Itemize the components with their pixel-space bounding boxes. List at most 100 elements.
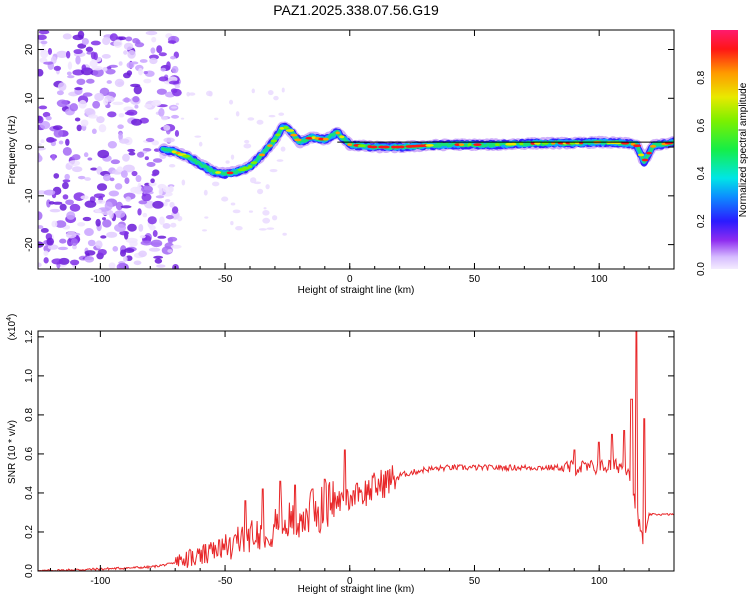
spectrogram-hot-cell bbox=[347, 143, 353, 147]
colorbar-gradient bbox=[711, 30, 738, 269]
spectrogram-hot-cell bbox=[381, 145, 390, 149]
spectrogram-noise-cell bbox=[202, 229, 207, 232]
spectrogram-noise-cell bbox=[65, 138, 70, 146]
spectrogram-noise-cell bbox=[40, 227, 49, 233]
spectrogram-noise-cell bbox=[113, 39, 123, 48]
spectrogram-noise-cell bbox=[188, 92, 196, 96]
spectrogram-noise-cell bbox=[92, 68, 104, 77]
spectrogram-noise-cell bbox=[43, 189, 56, 196]
spectrogram-noise-cell bbox=[109, 210, 114, 219]
spectrogram-noise-cell bbox=[38, 115, 44, 124]
spectrogram-noise-cell bbox=[81, 37, 89, 45]
spectrogram-noise-cell bbox=[151, 36, 157, 43]
spectrogram-noise-cell bbox=[56, 99, 68, 108]
spectrogram-noise-cell bbox=[186, 91, 191, 97]
spectrogram-noise-cell bbox=[39, 121, 51, 130]
spectrogram-noise-cell bbox=[80, 119, 89, 127]
spectrogram-noise-cell bbox=[278, 112, 285, 116]
spectrogram-noise-cell bbox=[137, 182, 142, 192]
spectrogram-hot-cell bbox=[270, 139, 278, 143]
colorbar-tick-label: 0.0 bbox=[696, 262, 707, 276]
spectrogram-noise-cell bbox=[151, 101, 162, 107]
spectrogram-noise-cell bbox=[128, 151, 136, 156]
spectrogram-noise-cell bbox=[122, 164, 135, 173]
spectrogram-noise-cell bbox=[168, 185, 174, 193]
spectrogram-noise-cell bbox=[94, 208, 102, 213]
spectrogram-noise-cell bbox=[38, 225, 44, 229]
y-tick-label: 0.8 bbox=[24, 408, 35, 422]
spectrogram-noise-cell bbox=[257, 188, 264, 195]
spectrogram-noise-cell bbox=[112, 246, 119, 252]
spectrogram-noise-cell bbox=[251, 88, 255, 94]
spectrogram-noise-cell bbox=[253, 181, 262, 185]
spectrogram-noise-cell bbox=[57, 246, 69, 251]
spectrogram-noise-cell bbox=[68, 160, 81, 167]
spectrogram-noise-cell bbox=[47, 244, 59, 250]
spectrogram-noise-cell bbox=[269, 168, 278, 173]
spectrogram-noise-cell bbox=[127, 148, 136, 153]
spectrogram-noise-cell bbox=[214, 117, 219, 121]
spectrogram-noise-cell bbox=[168, 163, 176, 168]
spectrogram-noise-cell bbox=[141, 185, 153, 193]
spectrogram-noise-cell bbox=[89, 59, 98, 68]
spectrogram-noise-cell bbox=[38, 68, 44, 77]
spectrogram-noise-cell bbox=[108, 262, 116, 269]
spectrogram-noise-cell bbox=[120, 170, 128, 178]
spectrogram-noise-cell bbox=[52, 125, 63, 130]
spectrogram-noise-cell bbox=[74, 87, 83, 91]
spectrogram-noise-cell bbox=[127, 223, 137, 232]
spectrogram-hot-cell bbox=[519, 142, 524, 146]
spectrogram-noise-cell bbox=[136, 151, 145, 158]
spectrogram-noise-cell bbox=[90, 40, 101, 46]
spectrogram-noise-cell bbox=[124, 177, 130, 185]
spectrogram-noise-cell bbox=[102, 36, 111, 46]
spectrogram-noise-cell bbox=[53, 173, 60, 179]
spectrogram-noise-cell bbox=[38, 262, 42, 268]
spectrogram-noise-cell bbox=[144, 103, 153, 109]
spectrogram-hot-cell bbox=[215, 171, 222, 174]
y-tick-label: -20 bbox=[24, 237, 35, 252]
spectrogram-noise-cell bbox=[125, 196, 132, 202]
x-tick-label: 100 bbox=[591, 576, 608, 587]
spectrogram-noise-cell bbox=[95, 240, 103, 249]
spectrogram-noise-cell bbox=[170, 106, 178, 109]
spectrogram-noise-cell bbox=[156, 88, 167, 95]
spectrogram-noise-cell bbox=[82, 92, 93, 97]
spectrogram-noise-cell bbox=[91, 128, 97, 135]
spectrogram-noise-cell bbox=[107, 111, 117, 118]
chart-title: PAZ1.2025.338.07.56.G19 bbox=[273, 2, 439, 18]
spectrogram-noise-cell bbox=[81, 64, 87, 72]
spectrogram-noise-cell bbox=[125, 36, 133, 42]
spectrogram-noise-cell bbox=[56, 50, 68, 59]
spectrogram-hot-cell bbox=[369, 145, 378, 149]
spectrogram-noise-cell bbox=[46, 237, 55, 246]
spectrogram-noise-cell bbox=[51, 220, 58, 228]
spectrogram-hot-cell bbox=[646, 151, 652, 155]
spectrogram-noise-cell bbox=[152, 200, 164, 209]
spectrogram-noise-cell bbox=[65, 199, 74, 205]
spectrogram-noise-cell bbox=[235, 111, 240, 117]
spectrogram-hot-cell bbox=[267, 144, 273, 147]
spectrogram-noise-cell bbox=[174, 130, 180, 137]
spectrogram-noise-cell bbox=[170, 55, 176, 60]
spectrogram-noise-cell bbox=[147, 216, 157, 225]
spectrogram-hot-cell bbox=[425, 144, 434, 147]
spectrogram-noise-cell bbox=[117, 124, 124, 130]
spectrogram-noise-cell bbox=[116, 166, 124, 173]
spectrogram-noise-cell bbox=[163, 124, 171, 131]
spectrogram-noise-cell bbox=[163, 201, 168, 207]
spectrogram-noise-cell bbox=[120, 249, 127, 257]
spectrogram-noise-cell bbox=[131, 170, 138, 177]
spectrogram-noise-cell bbox=[69, 259, 80, 266]
spectrogram-noise-cell bbox=[203, 189, 208, 196]
spectrogram-hot-cell bbox=[258, 153, 266, 157]
spectrogram-noise-cell bbox=[258, 228, 267, 231]
x-tick-label: 100 bbox=[591, 274, 608, 285]
spectrogram-noise-cell bbox=[230, 202, 236, 206]
spectrogram-noise-cell bbox=[171, 65, 179, 74]
snr-x-axis-label: Height of straight line (km) bbox=[298, 584, 415, 595]
spectrogram-noise-cell bbox=[77, 175, 86, 180]
y-tick-label: 1.2 bbox=[24, 329, 35, 343]
spectrogram-noise-cell bbox=[74, 117, 81, 122]
spectrogram-noise-cell bbox=[40, 40, 48, 45]
